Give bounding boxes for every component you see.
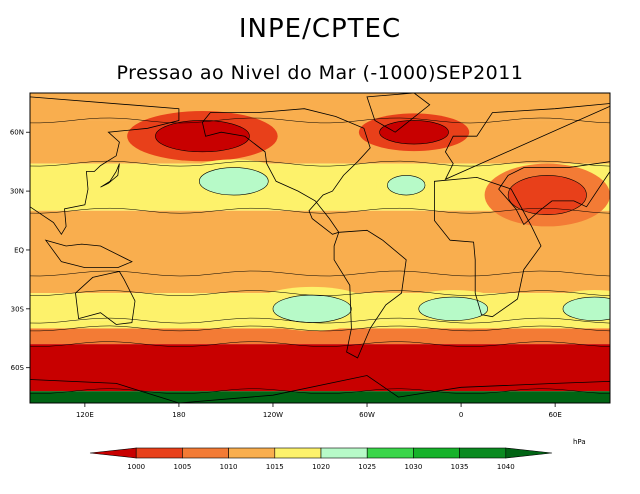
pressure-band — [30, 120, 610, 164]
continent-japan — [100, 163, 120, 188]
continent-north-america — [201, 108, 371, 235]
coastline-layer — [30, 93, 610, 403]
isobar-line — [30, 117, 610, 124]
colorbar-swatch — [228, 447, 276, 459]
x-tick-label: 120W — [263, 411, 283, 419]
y-tick-label: 60N — [10, 129, 24, 137]
colorbar-tick-label: 1000 — [127, 463, 145, 471]
chart-title: INPE/CPTEC — [238, 14, 402, 44]
pressure-center — [418, 296, 489, 321]
colorbar-swatch — [320, 447, 368, 459]
isobar-line — [30, 207, 610, 214]
colorbar-swatch — [413, 447, 460, 459]
isobar-line — [30, 325, 610, 332]
continent-south-america — [333, 229, 407, 359]
colorbar-swatch — [459, 447, 507, 459]
colorbar-extend-low — [89, 447, 137, 459]
colorbar-tick-label: 1010 — [220, 463, 238, 471]
isobar-line — [30, 317, 610, 324]
continent-europe-asia — [444, 103, 610, 181]
colorbar-swatch — [135, 447, 183, 459]
pressure-band — [30, 391, 610, 403]
colorbar-swatch — [182, 447, 229, 459]
y-tick-label: 60S — [11, 364, 25, 372]
pressure-center — [272, 294, 352, 323]
colorbar-tick-label: 1030 — [404, 463, 422, 471]
continent-indonesia — [44, 239, 133, 269]
pressure-center — [562, 296, 610, 321]
continent-asia-west — [498, 102, 610, 226]
colorbar-tick-label: 1005 — [173, 463, 191, 471]
colorbar-tick-label: 1015 — [266, 463, 284, 471]
pressure-band — [30, 93, 610, 121]
continent-africa — [433, 176, 542, 318]
x-tick-label: 180 — [172, 411, 185, 419]
y-tick-label: EQ — [14, 246, 24, 254]
colorbar-swatch — [366, 447, 414, 459]
chart-subtitle: Pressao ao Nivel do Mar (-1000)SEP2011 — [116, 62, 524, 84]
continent-antarctica — [30, 375, 610, 403]
isobar-line — [30, 160, 610, 167]
units-label: hPa — [573, 438, 586, 446]
pressure-center — [155, 120, 250, 153]
plot-frame — [29, 92, 611, 404]
continent-greenland — [366, 93, 431, 133]
pressure-center — [387, 175, 426, 196]
continent-australia — [75, 271, 136, 325]
pressure-center — [379, 120, 449, 145]
colorbar-tick-label: 1020 — [312, 463, 330, 471]
colorbar-extend-high — [505, 447, 553, 459]
pressure-band — [30, 344, 610, 392]
colorbar-tick-label: 1040 — [497, 463, 515, 471]
axes: 120E 180 120W 60W 0 60E 60N 30N EQ 30S 60S — [10, 129, 562, 419]
isobar-line — [30, 341, 610, 347]
isobar-line — [30, 290, 610, 296]
x-tick-label: 60W — [359, 411, 375, 419]
pressure-center — [198, 167, 269, 196]
y-tick-label: 30S — [11, 305, 25, 313]
y-tick-label: 30N — [10, 188, 24, 196]
continent-asia-east — [30, 96, 180, 236]
x-tick-label: 120E — [76, 411, 94, 419]
x-tick-label: 60E — [548, 411, 561, 419]
x-tick-label: 0 — [459, 411, 463, 419]
colorbar-tick-label: 1025 — [358, 463, 376, 471]
colorbar-swatch — [274, 447, 322, 459]
pressure-center — [507, 175, 587, 215]
plot-area — [30, 93, 610, 403]
isobar-line — [30, 270, 610, 277]
pressure-band — [30, 328, 610, 345]
colorbar-tick-label: 1035 — [451, 463, 469, 471]
colorbar: 1000 1005 1010 1015 1020 1025 1030 1035 1040 — [89, 447, 553, 471]
isobar-line — [30, 388, 610, 394]
pressure-band — [30, 273, 610, 294]
